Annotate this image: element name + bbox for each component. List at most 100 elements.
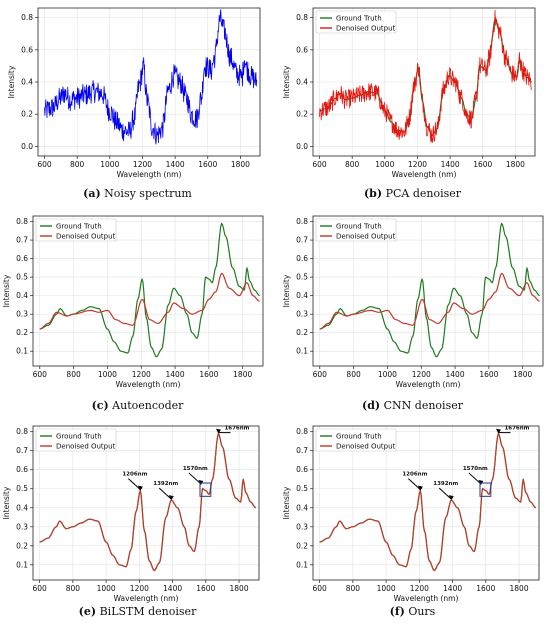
y-axis-label: Intensity <box>7 65 16 98</box>
y-axis-label: Intensity <box>282 65 291 98</box>
x-tick-label: 1600 <box>476 584 495 593</box>
series-line-secondary <box>319 433 536 572</box>
series-line-primary <box>319 222 540 358</box>
x-tick-label: 1600 <box>198 160 217 169</box>
caption-d: (d) CNN denoiser <box>362 399 463 412</box>
legend: Ground Truth Denoised Output <box>315 10 397 34</box>
y-tick-label: 0.8 <box>296 427 308 436</box>
caption-e-text: BiLSTM denoiser <box>99 605 197 618</box>
x-tick-label: 1000 <box>100 160 119 169</box>
x-tick-label: 1000 <box>378 370 397 379</box>
y-tick-label: 0.8 <box>296 13 308 22</box>
chart-c: 600 800 1000 1200 1400 1600 1800 0.1 0.2 0.3 0.4 0.… <box>2 215 264 389</box>
x-axis-label: Wavelength (nm) <box>117 170 182 179</box>
legend-box <box>315 218 397 242</box>
annotation-arrow <box>438 487 452 500</box>
x-tick-label: 1800 <box>510 584 529 593</box>
annotation-arrow <box>128 478 141 491</box>
caption-c-text: Autoencoder <box>112 399 184 412</box>
x-tick-label: 1400 <box>163 584 182 593</box>
y-tick-label: 0.6 <box>296 254 308 263</box>
legend-box <box>315 428 397 452</box>
series-line-primary <box>319 18 532 136</box>
legend-box <box>35 428 117 452</box>
legend: Ground Truth Denoised Output <box>315 218 397 242</box>
x-tick-label: 1200 <box>130 584 149 593</box>
chart-a: 600 800 1000 1200 1400 1600 1800 0.0 0.2 0.4 0.6 0.… <box>7 7 261 179</box>
y-axis-label: Intensity <box>282 274 291 307</box>
x-tick-label: 1600 <box>199 370 218 379</box>
legend-label: Denoised Output <box>56 233 116 241</box>
series-line-secondary <box>39 272 260 330</box>
caption-e: (e) BiLSTM denoiser <box>78 605 197 618</box>
x-tick-label: 600 <box>313 370 328 379</box>
x-tick-label: 800 <box>66 584 81 593</box>
annotation-label: 1206nm <box>402 472 427 478</box>
annotation-label: 1570nm <box>183 466 208 472</box>
legend: Ground Truth Denoised Output <box>315 428 397 452</box>
x-tick-label: 1400 <box>166 160 185 169</box>
x-axis-label: Wavelength (nm) <box>116 380 181 389</box>
x-tick-label: 800 <box>346 370 361 379</box>
legend-label: Denoised Output <box>336 233 396 241</box>
annotation-label: 1570nm <box>463 466 488 472</box>
x-tick-label: 1400 <box>166 370 185 379</box>
annotation-arrowhead <box>198 479 204 485</box>
x-tick-label: 1000 <box>97 584 116 593</box>
legend-box <box>35 218 117 242</box>
caption-a: (a) Noisy spectrum <box>83 187 192 200</box>
y-tick-label: 0.4 <box>296 291 308 300</box>
caption-f: (f) Ours <box>389 605 436 618</box>
y-tick-label: 0.7 <box>16 446 28 455</box>
chart-b: 600 800 1000 1200 1400 1600 1800 0.0 0.2 0.4 0.6 0.… <box>282 7 536 179</box>
y-tick-label: 0.0 <box>21 142 33 151</box>
legend-label: Ground Truth <box>336 15 382 23</box>
y-tick-label: 0.6 <box>296 45 308 54</box>
annotation-arrow <box>158 487 172 500</box>
chart-e: 600 800 1000 1200 1400 1600 1800 0.1 0.2 0.3 0.4 0.… <box>2 425 260 603</box>
legend-label: Ground Truth <box>336 223 382 231</box>
y-tick-label: 0.5 <box>296 273 308 282</box>
x-tick-label: 1800 <box>230 584 249 593</box>
x-tick-label: 1200 <box>412 370 431 379</box>
x-tick-label: 600 <box>312 584 327 593</box>
y-tick-label: 0.1 <box>296 347 308 356</box>
y-tick-label: 0.6 <box>21 45 33 54</box>
x-tick-label: 1200 <box>408 160 427 169</box>
x-tick-label: 1800 <box>231 160 250 169</box>
legend-label: Denoised Output <box>336 25 396 33</box>
x-tick-label: 1600 <box>473 160 492 169</box>
x-tick-label: 800 <box>66 370 81 379</box>
y-tick-label: 0.5 <box>16 484 28 493</box>
x-axis-label: Wavelength (nm) <box>394 594 459 603</box>
caption-f-text: Ours <box>408 605 436 618</box>
annotation-arrowhead <box>137 485 143 491</box>
highlight-box <box>199 482 212 497</box>
x-tick-label: 600 <box>33 370 48 379</box>
y-axis-label: Intensity <box>2 274 11 307</box>
x-tick-label: 1800 <box>233 370 252 379</box>
caption-c: (c) Autoencoder <box>91 399 184 412</box>
legend-label: Ground Truth <box>56 223 102 231</box>
x-tick-label: 1200 <box>133 160 152 169</box>
caption-d-text: CNN denoiser <box>383 399 463 412</box>
y-tick-label: 0.8 <box>16 217 28 226</box>
annotation-arrowhead <box>215 428 221 434</box>
y-tick-label: 0.2 <box>296 541 308 550</box>
axes-frame <box>32 425 260 581</box>
series-line-secondary <box>319 272 540 330</box>
annotation-arrow <box>468 472 482 485</box>
annotation-label: 1676nm <box>504 426 529 432</box>
y-tick-label: 0.4 <box>296 503 308 512</box>
x-tick-label: 1200 <box>410 584 429 593</box>
x-tick-label: 1200 <box>132 370 151 379</box>
y-tick-label: 0.8 <box>296 217 308 226</box>
x-tick-label: 1400 <box>446 370 465 379</box>
x-tick-label: 1400 <box>441 160 460 169</box>
legend-label: Ground Truth <box>336 433 382 441</box>
y-tick-label: 0.3 <box>296 522 308 531</box>
annotation-arrow <box>408 478 421 491</box>
y-tick-label: 0.2 <box>16 541 28 550</box>
annotation-label: 1206nm <box>122 472 147 478</box>
